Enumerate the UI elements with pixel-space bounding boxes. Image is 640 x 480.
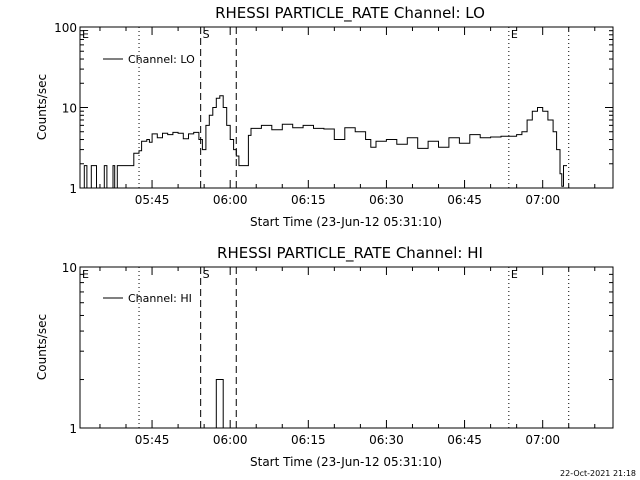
lo-y-axis-label: Counts/sec (35, 74, 49, 140)
lo-chart-title: RHESSI PARTICLE_RATE Channel: LO (215, 4, 485, 23)
hi-x-tick-label-3: 06:30 (369, 433, 404, 447)
hi-marker-label-2: S (203, 268, 210, 281)
hi-marker-label-4: E (511, 268, 518, 281)
hi-x-tick-label-5: 07:00 (525, 433, 560, 447)
lo-marker-label-4: E (511, 28, 518, 41)
lo-y-axis: 1 10 100 (54, 21, 613, 196)
hi-y-axis-label: Counts/sec (35, 314, 49, 380)
hi-x-axis: 05:45 06:00 06:15 06:30 06:45 07:00 (99, 267, 596, 447)
lo-x-tick-label-5: 07:00 (525, 193, 560, 207)
hi-x-axis-label: Start Time (23-Jun-12 05:31:10) (250, 455, 442, 469)
lo-marker-label-2: S (203, 28, 210, 41)
hi-x-tick-label-4: 06:45 (447, 433, 482, 447)
lo-series-line (80, 95, 567, 189)
lo-x-axis: 05:45 06:00 06:15 06:30 06:45 07:00 (99, 27, 596, 207)
lo-plot-frame (79, 26, 614, 189)
lo-y-tick-label-0: 1 (69, 182, 77, 196)
hi-y-tick-label-0: 1 (69, 422, 77, 436)
generation-timestamp: 22-Oct-2021 21:18 (560, 469, 636, 478)
hi-y-tick-label-1: 10 (62, 261, 77, 275)
lo-x-tick-label-3: 06:30 (369, 193, 404, 207)
lo-x-tick-label-0: 05:45 (135, 193, 170, 207)
panel-lo: RHESSI PARTICLE_RATE Channel: LO E S E 05:… (35, 4, 614, 229)
lo-x-tick-label-1: 06:00 (213, 193, 248, 207)
hi-chart-title: RHESSI PARTICLE_RATE Channel: HI (217, 244, 483, 263)
hi-legend: Channel: HI (103, 292, 192, 305)
hi-x-tick-label-0: 05:45 (135, 433, 170, 447)
hi-legend-label: Channel: HI (128, 292, 192, 305)
lo-x-tick-label-2: 06:15 (291, 193, 326, 207)
lo-x-axis-label: Start Time (23-Jun-12 05:31:10) (250, 215, 442, 229)
panel-hi: RHESSI PARTICLE_RATE Channel: HI E S E 05:… (35, 244, 614, 469)
lo-y-tick-label-2: 100 (54, 21, 77, 35)
lo-x-tick-label-4: 06:45 (447, 193, 482, 207)
lo-legend: Channel: LO (103, 53, 195, 66)
lo-legend-label: Channel: LO (128, 53, 195, 66)
lo-y-tick-label-1: 10 (62, 102, 77, 116)
hi-marker-label-0: E (82, 268, 89, 281)
hi-x-tick-label-2: 06:15 (291, 433, 326, 447)
hi-series-line (214, 379, 224, 429)
lo-marker-label-0: E (82, 28, 89, 41)
hi-y-axis: 1 10 (62, 261, 613, 436)
hi-x-tick-label-1: 06:00 (213, 433, 248, 447)
